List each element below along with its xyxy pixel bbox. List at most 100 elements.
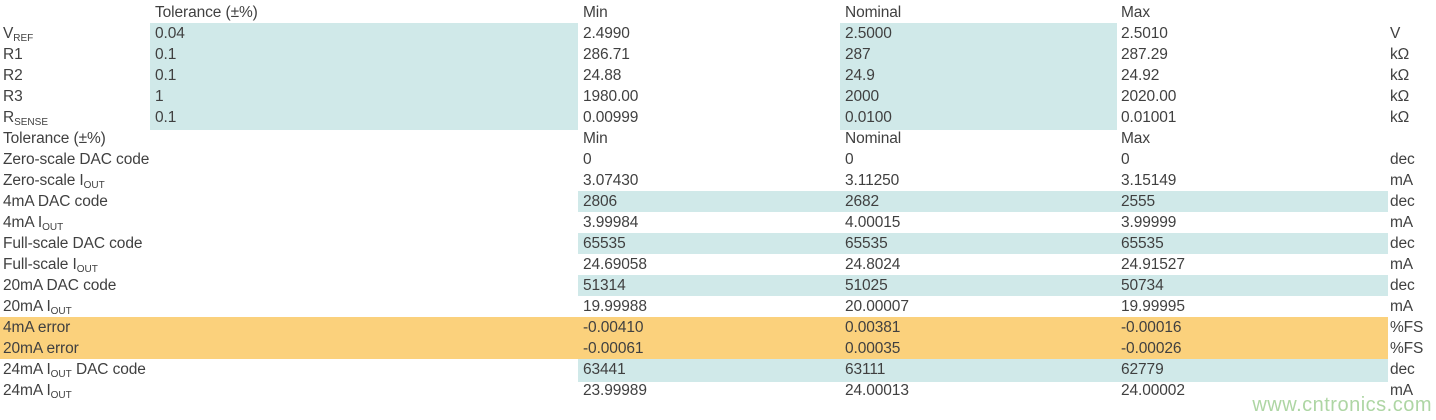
cell-unit: mA — [1390, 256, 1414, 273]
label-subscript: SENSE — [14, 117, 48, 128]
cell-unit: V — [1390, 25, 1401, 42]
cell-nominal: 24.9 — [840, 65, 1117, 86]
cell-max: 2020.00 — [1121, 88, 1177, 105]
cell-unit: dec — [1390, 277, 1415, 294]
table-row: 4mA DAC code 2806 2682 2555 dec — [0, 191, 1436, 212]
label-text: R3 — [3, 88, 23, 105]
table-row: 20mA DAC code 51314 51025 50734 dec — [0, 275, 1436, 296]
label-text: Zero-scale I — [3, 172, 84, 189]
cell-label: 24mA IOUT — [0, 380, 150, 403]
label-subscript: OUT — [50, 390, 72, 401]
cell-unit: %FS — [1390, 319, 1424, 336]
cell-min: 51314 — [578, 275, 840, 296]
cell-nominal: 24.8024 — [845, 256, 901, 273]
table-row: Full-scale IOUT 24.69058 24.8024 24.91527 mA — [0, 254, 1436, 275]
cell-nominal: 2.5000 — [840, 23, 1117, 46]
label-text: 4mA error — [3, 319, 71, 336]
cell-tol: 0.04 — [150, 23, 578, 46]
cell-nominal: 20.00007 — [845, 298, 909, 315]
label-text: 20mA DAC code — [3, 277, 117, 294]
label-text: V — [3, 25, 14, 42]
cell-min: 24.88 — [583, 67, 622, 84]
watermark: www.cntronics.com — [1252, 394, 1432, 416]
cell-tol — [150, 296, 578, 319]
cell-label: VREF — [0, 23, 150, 46]
cell-label: Full-scale IOUT — [0, 254, 150, 277]
cell-max: 65535 — [1117, 233, 1388, 254]
cell-nominal: 0.00381 — [840, 317, 1117, 338]
cell-unit: dec — [1390, 361, 1415, 378]
table-row: 4mA IOUT 3.99984 4.00015 3.99999 mA — [0, 212, 1436, 233]
cell-tol — [150, 359, 578, 382]
table-row: Zero-scale DAC code 0 0 0 dec — [0, 149, 1436, 170]
cell-unit: dec — [1390, 235, 1415, 252]
cell-max: 24.00002 — [1121, 382, 1185, 399]
cell-tol — [150, 212, 578, 235]
cell-max: 3.99999 — [1121, 214, 1177, 231]
cell-label: R3 — [0, 86, 150, 107]
cell-min: -0.00061 — [578, 338, 840, 359]
cell-label: R1 — [0, 44, 150, 65]
cell-unit: dec — [1390, 193, 1415, 210]
table-row: R1 0.1 286.71 287 287.29 kΩ — [0, 44, 1436, 65]
cell-max: 19.99995 — [1121, 298, 1185, 315]
label-text: 24mA I — [3, 382, 51, 399]
cell-min: 3.07430 — [583, 172, 639, 189]
cell-label: Full-scale DAC code — [0, 233, 150, 254]
cell-min: 2806 — [578, 191, 840, 212]
cell-max: 50734 — [1117, 275, 1388, 296]
cell-min: 0.00999 — [583, 109, 639, 126]
cell-nominal: 0.00035 — [840, 338, 1117, 359]
cell-tol — [150, 191, 578, 212]
cell-nominal: Nominal — [845, 130, 902, 147]
cell-label: R2 — [0, 65, 150, 86]
cell-nominal: 287 — [840, 44, 1117, 65]
cell-max: 2.5010 — [1121, 25, 1168, 42]
cell-unit: mA — [1390, 382, 1414, 399]
table-row: 20mA IOUT 19.99988 20.00007 19.99995 mA — [0, 296, 1436, 317]
cell-tol: 0.1 — [150, 44, 578, 65]
table-row: RSENSE 0.1 0.00999 0.0100 0.01001 kΩ — [0, 107, 1436, 130]
cell-min: 2.4990 — [583, 25, 630, 42]
label-text: R — [3, 109, 15, 126]
label-text: R1 — [3, 46, 23, 63]
cell-label: 4mA DAC code — [0, 191, 150, 212]
cell-unit — [1388, 2, 1436, 23]
cell-unit: kΩ — [1390, 109, 1410, 126]
cell-tol: 0.1 — [150, 107, 578, 130]
cell-nominal: 2000 — [840, 86, 1117, 107]
table-row: R3 1 1980.00 2000 2020.00 kΩ — [0, 86, 1436, 107]
label-text: Zero-scale DAC code — [3, 151, 150, 168]
label-text: 20mA I — [3, 298, 51, 315]
cell-min: 286.71 — [583, 46, 630, 63]
label-subscript: OUT — [83, 180, 105, 191]
cell-tol — [150, 380, 578, 403]
cell-min: -0.00410 — [578, 317, 840, 338]
cell-unit: mA — [1390, 214, 1414, 231]
cell-tol — [150, 128, 578, 149]
label-text: Full-scale DAC code — [3, 235, 143, 252]
cell-max: 62779 — [1117, 359, 1388, 382]
cell-label: 4mA IOUT — [0, 212, 150, 235]
cell-min: 63441 — [578, 359, 840, 382]
label-subscript: OUT — [42, 222, 64, 233]
cell-max: -0.00016 — [1117, 317, 1388, 338]
cell-min: 19.99988 — [583, 298, 647, 315]
cell-label: Zero-scale IOUT — [0, 170, 150, 193]
cell-min: Min — [583, 4, 608, 21]
label-subscript: OUT — [50, 306, 72, 317]
cell-tol: Tolerance (±%) — [155, 4, 258, 21]
cell-label: Tolerance (±%) — [3, 130, 106, 147]
cell-label — [0, 2, 150, 23]
cell-max: -0.00026 — [1117, 338, 1388, 359]
label-text: 20mA error — [3, 340, 79, 357]
label-text: 24mA I — [3, 361, 51, 378]
cell-tol — [150, 149, 578, 170]
cell-nominal: 51025 — [840, 275, 1117, 296]
table-row: Zero-scale IOUT 3.07430 3.11250 3.15149 mA — [0, 170, 1436, 191]
table-row: Full-scale DAC code 65535 65535 65535 dec — [0, 233, 1436, 254]
cell-min: 23.99989 — [583, 382, 647, 399]
cell-nominal: 0 — [845, 151, 854, 168]
cell-tol — [150, 317, 578, 338]
cell-max: Max — [1121, 4, 1150, 21]
